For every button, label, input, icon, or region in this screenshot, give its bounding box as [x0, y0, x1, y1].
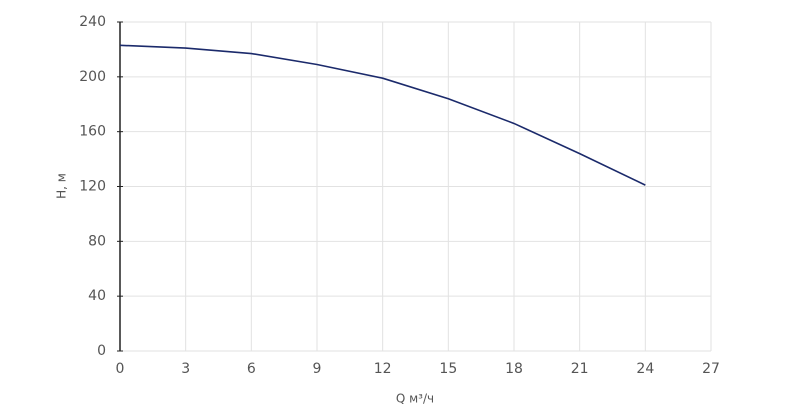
x-tick-label: 24 [636, 361, 654, 377]
y-tick-label: 80 [88, 233, 106, 249]
x-tick-label: 12 [374, 361, 392, 377]
y-tick-label: 200 [79, 69, 106, 85]
x-tick-label: 9 [313, 361, 322, 377]
x-tick-label: 6 [247, 361, 256, 377]
x-tick-label: 15 [439, 361, 457, 377]
x-tick-label: 0 [116, 361, 125, 377]
x-axis-label: Q м³/ч [396, 392, 434, 406]
y-tick-label: 240 [79, 14, 106, 30]
y-axis-label: H, м [55, 173, 69, 199]
x-tick-label: 21 [571, 361, 589, 377]
y-tick-label: 120 [79, 179, 106, 195]
x-tick-label: 27 [702, 361, 720, 377]
y-tick-label: 0 [97, 343, 106, 359]
x-tick-label: 18 [505, 361, 523, 377]
curve [119, 44, 646, 186]
x-tick-label: 3 [181, 361, 190, 377]
y-tick-label: 40 [88, 288, 106, 304]
y-tick-label: 160 [79, 124, 106, 140]
